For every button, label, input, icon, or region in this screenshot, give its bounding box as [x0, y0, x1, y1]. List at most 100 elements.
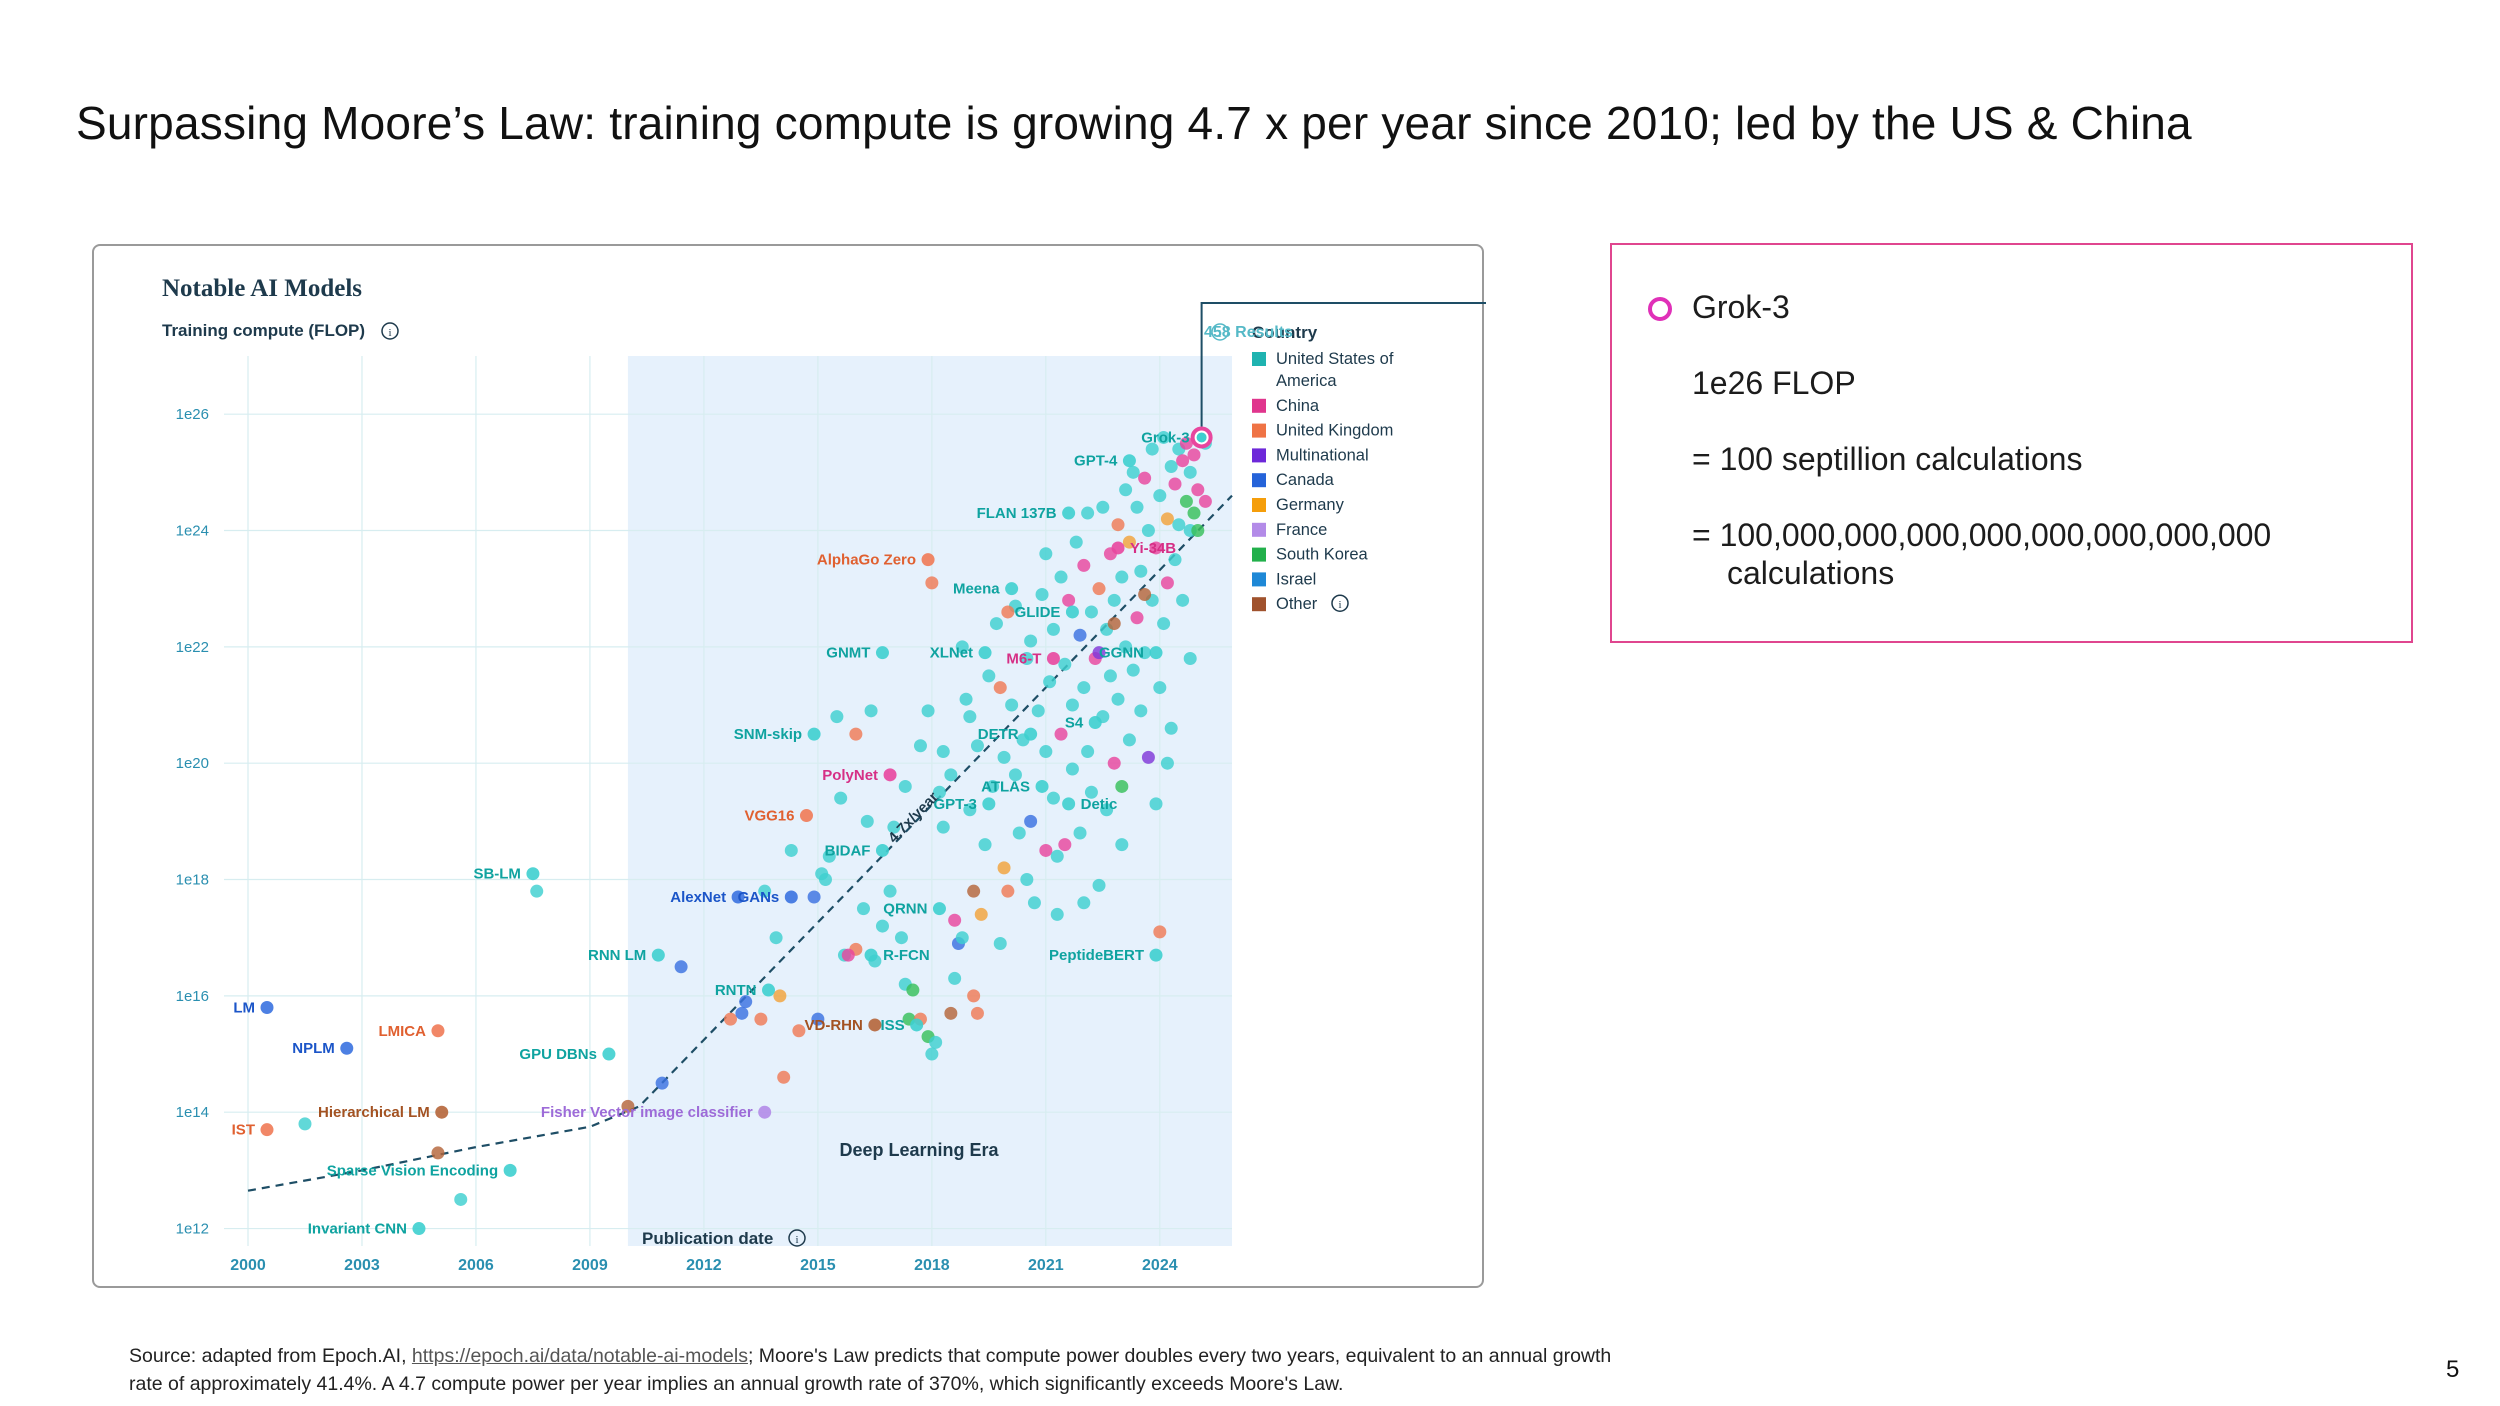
data-point[interactable]	[1035, 587, 1049, 601]
labeled-data-point[interactable]	[883, 768, 897, 782]
data-point[interactable]	[754, 1012, 768, 1026]
data-point[interactable]	[875, 919, 889, 933]
data-point[interactable]	[1157, 430, 1171, 444]
data-point[interactable]	[841, 948, 855, 962]
data-point[interactable]	[1050, 907, 1064, 921]
data-point[interactable]	[1058, 657, 1072, 671]
data-point[interactable]	[993, 937, 1007, 951]
labeled-data-point[interactable]	[1005, 582, 1019, 596]
data-point[interactable]	[1191, 524, 1205, 538]
data-point[interactable]	[1077, 558, 1091, 572]
data-point[interactable]	[1084, 785, 1098, 799]
data-point[interactable]	[1111, 692, 1125, 706]
legend-entry[interactable]: Canada	[1276, 471, 1335, 489]
data-point[interactable]	[1084, 605, 1098, 619]
data-point[interactable]	[997, 750, 1011, 764]
data-point[interactable]	[1126, 663, 1140, 677]
data-point[interactable]	[1050, 849, 1064, 863]
data-point[interactable]	[1122, 535, 1136, 549]
data-point[interactable]	[1130, 611, 1144, 625]
labeled-data-point[interactable]	[864, 948, 878, 962]
data-point[interactable]	[1077, 896, 1091, 910]
data-point[interactable]	[1100, 803, 1114, 817]
data-point[interactable]	[1054, 570, 1068, 584]
data-point[interactable]	[955, 640, 969, 654]
data-point[interactable]	[944, 1006, 958, 1020]
data-point[interactable]	[830, 710, 844, 724]
data-point[interactable]	[739, 995, 753, 1009]
data-point[interactable]	[1172, 518, 1186, 532]
footer-link[interactable]: https://epoch.ai/data/notable-ai-models	[411, 1345, 748, 1367]
data-point[interactable]	[1179, 436, 1193, 450]
data-point[interactable]	[955, 931, 969, 945]
labeled-data-point[interactable]	[731, 890, 745, 904]
data-point[interactable]	[936, 820, 950, 834]
data-point[interactable]	[724, 1012, 737, 1026]
data-point[interactable]	[1145, 442, 1159, 456]
labeled-data-point[interactable]	[910, 1018, 924, 1032]
data-point[interactable]	[1149, 541, 1163, 555]
data-point[interactable]	[993, 681, 1007, 695]
labeled-data-point[interactable]	[1062, 506, 1076, 520]
data-point[interactable]	[1081, 745, 1095, 759]
data-point[interactable]	[1096, 500, 1110, 514]
data-point[interactable]	[1183, 465, 1197, 479]
legend-entry[interactable]: Israel	[1276, 570, 1316, 588]
labeled-data-point[interactable]	[921, 553, 935, 567]
data-point[interactable]	[1198, 494, 1212, 508]
labeled-data-point[interactable]	[651, 948, 665, 962]
data-point[interactable]	[1176, 454, 1190, 468]
data-point[interactable]	[1176, 593, 1190, 607]
data-point[interactable]	[929, 1035, 943, 1049]
data-point[interactable]	[1153, 489, 1167, 503]
data-point[interactable]	[856, 902, 870, 916]
y-axis-info-icon[interactable]	[381, 322, 399, 340]
data-point[interactable]	[1179, 494, 1193, 508]
data-point[interactable]	[431, 1146, 445, 1160]
data-point[interactable]	[1119, 640, 1133, 654]
data-point[interactable]	[932, 785, 946, 799]
labeled-data-point[interactable]	[1024, 727, 1038, 741]
legend-entry[interactable]: South Korea	[1276, 546, 1369, 564]
data-point[interactable]	[1153, 681, 1167, 695]
data-point[interactable]	[1168, 553, 1182, 567]
data-point[interactable]	[1031, 704, 1045, 718]
data-point[interactable]	[944, 768, 958, 782]
data-point[interactable]	[1130, 500, 1144, 514]
data-point[interactable]	[906, 983, 920, 997]
labeled-data-point[interactable]	[875, 843, 889, 857]
data-point[interactable]	[1187, 448, 1201, 462]
labeled-data-point[interactable]	[978, 646, 992, 660]
data-point[interactable]	[1008, 768, 1022, 782]
data-point[interactable]	[1020, 651, 1034, 665]
data-point[interactable]	[1107, 593, 1121, 607]
data-point[interactable]	[1092, 878, 1106, 892]
data-point[interactable]	[1141, 750, 1155, 764]
data-point[interactable]	[1107, 756, 1121, 770]
data-point[interactable]	[1058, 838, 1072, 852]
labeled-data-point[interactable]	[602, 1047, 616, 1061]
data-point[interactable]	[970, 739, 984, 753]
labeled-data-point[interactable]	[784, 890, 798, 904]
data-point[interactable]	[913, 739, 927, 753]
data-point[interactable]	[1073, 628, 1087, 642]
data-point[interactable]	[1046, 622, 1060, 636]
data-point[interactable]	[967, 989, 981, 1003]
data-point[interactable]	[1024, 814, 1038, 828]
legend-entry[interactable]: France	[1276, 521, 1327, 539]
data-point[interactable]	[1092, 646, 1106, 660]
data-point[interactable]	[860, 814, 874, 828]
data-point[interactable]	[1115, 570, 1129, 584]
data-point[interactable]	[974, 907, 988, 921]
legend-entry[interactable]: China	[1276, 397, 1320, 415]
data-point[interactable]	[784, 843, 798, 857]
data-point[interactable]	[1115, 779, 1129, 793]
legend-entry[interactable]: Germany	[1276, 496, 1345, 514]
data-point[interactable]	[1164, 721, 1178, 735]
data-point[interactable]	[674, 960, 688, 974]
data-point[interactable]	[1043, 675, 1057, 689]
data-point[interactable]	[1160, 512, 1174, 526]
data-point[interactable]	[959, 692, 973, 706]
data-point[interactable]	[948, 971, 962, 985]
data-point[interactable]	[970, 1006, 984, 1020]
